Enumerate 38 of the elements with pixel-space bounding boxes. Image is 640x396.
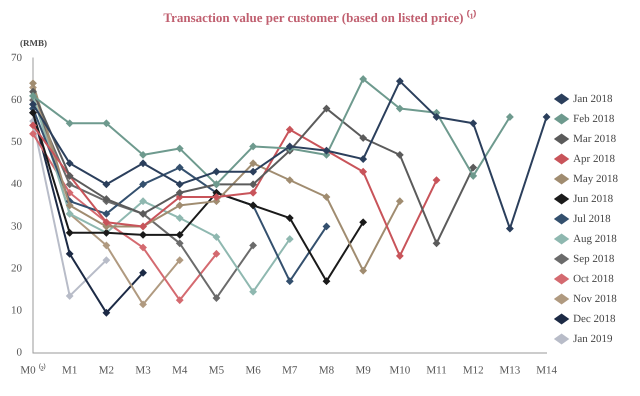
y-tick-label: 20: [11, 262, 22, 274]
legend-label: Jun 2018: [573, 192, 614, 205]
x-tick-label: M10: [389, 364, 411, 376]
y-axis-title: (RMB): [20, 38, 48, 48]
y-tick-label: 70: [11, 52, 22, 64]
legend-label: Mar 2018: [573, 132, 617, 145]
x-tick-label: M4: [172, 364, 188, 376]
legend-label: Dec 2018: [573, 312, 616, 325]
legend-label: Apr 2018: [573, 152, 616, 165]
x-tick-label: M8: [318, 364, 335, 376]
y-tick-label: 60: [11, 94, 22, 106]
x-tick-label: M11: [426, 364, 447, 376]
legend-label: Oct 2018: [573, 272, 614, 285]
legend-label: Aug 2018: [573, 232, 618, 245]
x-tick-label: M0 ⁽²⁾: [20, 363, 46, 376]
x-tick-label: M7: [282, 364, 298, 376]
y-tick-label: 0: [16, 346, 22, 359]
x-tick-label: M6: [245, 364, 262, 376]
x-tick-label: M13: [500, 364, 521, 376]
legend-label: Sep 2018: [573, 252, 615, 265]
y-tick-label: 10: [11, 304, 22, 317]
x-tick-label: M12: [462, 364, 484, 376]
y-tick-label: 50: [11, 136, 22, 148]
x-tick-label: M9: [356, 364, 372, 376]
x-tick-label: M14: [536, 364, 558, 376]
x-tick-label: M2: [98, 364, 114, 376]
x-tick-label: M1: [62, 364, 78, 376]
x-tick-label: M5: [208, 364, 225, 376]
legend-label: Jan 2018: [573, 92, 613, 105]
chart-title: Transaction value per customer (based on listed price) ⁽¹⁾: [162, 9, 478, 27]
legend-label: Jan 2019: [573, 332, 613, 345]
legend-label: Jul 2018: [573, 212, 612, 225]
y-tick-label: 40: [11, 178, 22, 190]
legend-label: Feb 2018: [573, 112, 615, 125]
legend-label: Nov 2018: [573, 292, 618, 305]
y-tick-label: 30: [11, 220, 22, 232]
legend-label: May 2018: [573, 172, 618, 185]
x-tick-label: M3: [135, 364, 152, 376]
